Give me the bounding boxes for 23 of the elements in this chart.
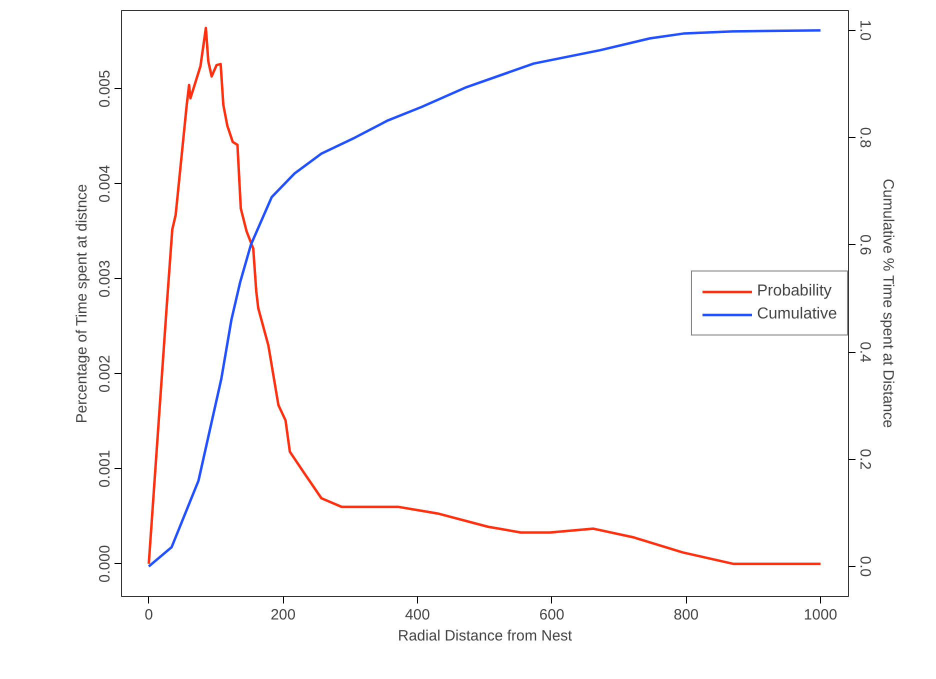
x-tick-label: 400 xyxy=(404,606,430,624)
x-axis-title: Radial Distance from Nest xyxy=(398,628,573,644)
legend-label: Cumulative xyxy=(756,306,837,324)
y2-axis-title: Cumulative % Time spent at Distance xyxy=(880,178,896,428)
y2-tick-label: 0.4 xyxy=(856,342,874,362)
y2-tick-label: 0.0 xyxy=(856,556,874,577)
y2-tick-label: 0.8 xyxy=(856,127,874,148)
x-tick-label: 1000 xyxy=(804,606,838,624)
x-tick-label: 0 xyxy=(144,606,153,624)
y-tick-label: 0.002 xyxy=(96,355,114,393)
y2-tick-label: 0.6 xyxy=(856,234,874,256)
y-tick-label: 0.001 xyxy=(96,450,114,488)
y-tick-label: 0.000 xyxy=(96,545,114,583)
x-tick-label: 600 xyxy=(539,606,564,624)
y-axis-title: Percentage of Time spent at distnce xyxy=(74,184,90,424)
y-tick-label: 0.003 xyxy=(96,260,114,298)
legend-label: Probability xyxy=(756,282,832,300)
y-tick-label: 0.005 xyxy=(96,70,114,108)
x-tick-label: 800 xyxy=(674,606,699,624)
y-tick-label: 0.004 xyxy=(96,165,114,203)
y2-tick-label: 0.2 xyxy=(856,448,874,470)
y2-tick-label: 1.0 xyxy=(856,20,874,41)
x-tick-label: 200 xyxy=(270,606,296,624)
